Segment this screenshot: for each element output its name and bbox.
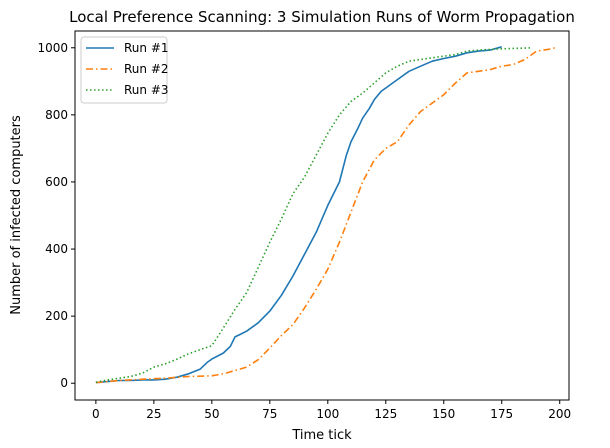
y-tick-label: 0 [60, 376, 68, 390]
legend-label: Run #1 [124, 41, 169, 55]
plot-frame [74, 30, 570, 401]
x-tick-label: 75 [262, 407, 277, 421]
y-tick-label: 1000 [37, 41, 68, 55]
y-tick-label: 400 [45, 242, 68, 256]
x-tick-label: 200 [548, 407, 571, 421]
x-axis: 0 25 50 75 100 125 150 175 200 [92, 400, 571, 421]
legend-label: Run #2 [124, 62, 169, 76]
plot-area [74, 30, 570, 401]
series-lines [95, 46, 556, 384]
x-tick-label: 175 [490, 407, 513, 421]
x-tick-label: 125 [374, 407, 397, 421]
series-line-run-3 [95, 47, 532, 383]
x-tick-label: 50 [204, 407, 219, 421]
legend-frame [80, 36, 168, 104]
y-axis-label: Number of infected computers [9, 115, 24, 315]
legend-label: Run #3 [124, 83, 169, 97]
y-tick-label: 800 [45, 108, 68, 122]
chart-title: Local Preference Scanning: 3 Simulation … [69, 8, 575, 26]
x-tick-label: 0 [92, 407, 100, 421]
y-tick-label: 600 [45, 175, 68, 189]
y-tick-label: 200 [45, 309, 68, 323]
x-axis-label: Time tick [291, 428, 352, 443]
x-tick-label: 150 [432, 407, 455, 421]
x-tick-label: 25 [146, 407, 161, 421]
series-line-run-2 [95, 47, 556, 384]
y-axis: 0 200 400 600 800 1000 [37, 41, 75, 390]
x-tick-label: 100 [316, 407, 339, 421]
legend: Run #1 Run #2 Run #3 [80, 36, 169, 104]
